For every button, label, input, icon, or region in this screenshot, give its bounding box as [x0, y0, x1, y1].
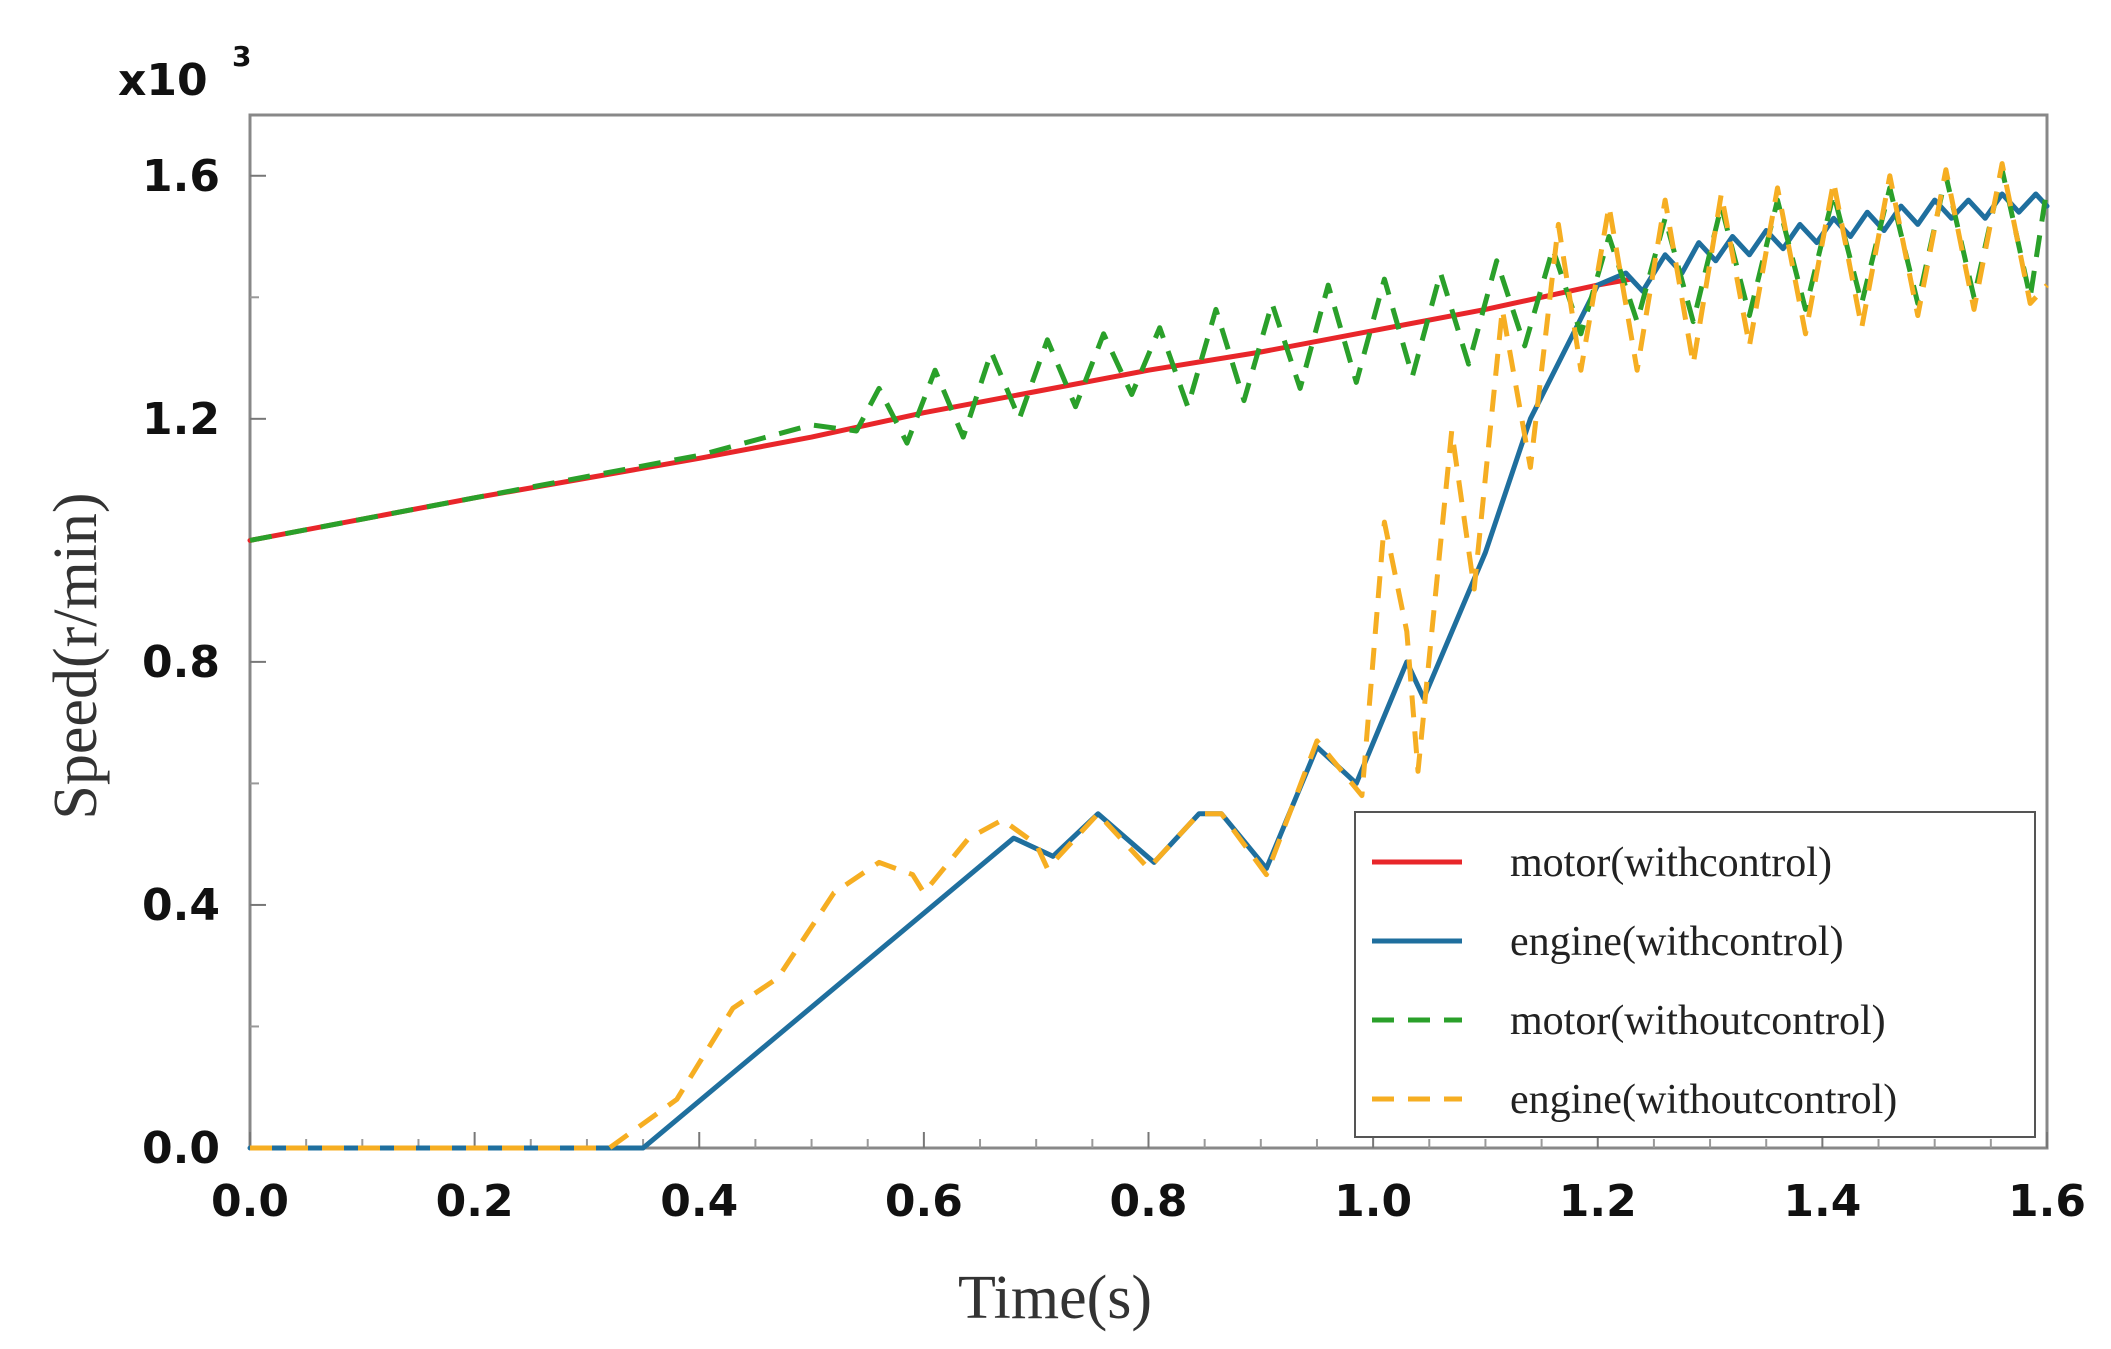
x-tick-label: 0.4 — [660, 1176, 738, 1227]
y-multiplier-exponent: 3 — [232, 40, 251, 73]
series-layer — [247, 161, 2050, 1151]
y-axis-label: Speed(r/min) — [42, 492, 110, 819]
x-tick-label: 0.2 — [436, 1176, 514, 1227]
y-multiplier: x10 — [118, 55, 208, 106]
tick-labels: 0.0 0.2 0.4 0.6 0.8 1.0 1.2 1.4 1.6 0.0 0.4 0.8 1.2 1… — [142, 151, 2086, 1227]
y-tick-label: 0.8 — [142, 637, 220, 688]
x-tick-label: 0.8 — [1110, 1176, 1188, 1227]
legend-label: engine(withcontrol) — [1510, 919, 1844, 965]
series-line-engine-withoutcontrol — [250, 161, 2049, 1151]
x-tick-label: 1.0 — [1334, 1176, 1412, 1227]
legend-box — [1354, 811, 2036, 1138]
x-axis-label: Time(s) — [958, 1264, 1152, 1332]
y-tick-label: 1.2 — [142, 394, 220, 445]
x-tick-label: 1.6 — [2008, 1176, 2086, 1227]
legend-label: motor(withcontrol) — [1510, 840, 1832, 886]
x-tick-label: 1.2 — [1559, 1176, 1637, 1227]
x-tick-label: 0.6 — [885, 1176, 963, 1227]
legend-label: motor(withoutcontrol) — [1510, 998, 1886, 1044]
legend-items: motor(withcontrol) engine(withcontrol) mot… — [1372, 840, 1897, 1123]
series-line-motor-withoutcontrol — [249, 167, 2050, 543]
legend-label: engine(withoutcontrol) — [1510, 1077, 1897, 1123]
y-tick-label: 0.4 — [142, 880, 220, 931]
x-tick-label: 1.4 — [1783, 1176, 1861, 1227]
series-line-motor-withcontrol — [247, 276, 1634, 543]
y-tick-label: 0.0 — [142, 1123, 220, 1174]
x-tick-label: 0.0 — [211, 1176, 289, 1227]
y-tick-label: 1.6 — [142, 151, 220, 202]
legend: motor(withcontrol) engine(withcontrol) mot… — [1354, 811, 2036, 1138]
